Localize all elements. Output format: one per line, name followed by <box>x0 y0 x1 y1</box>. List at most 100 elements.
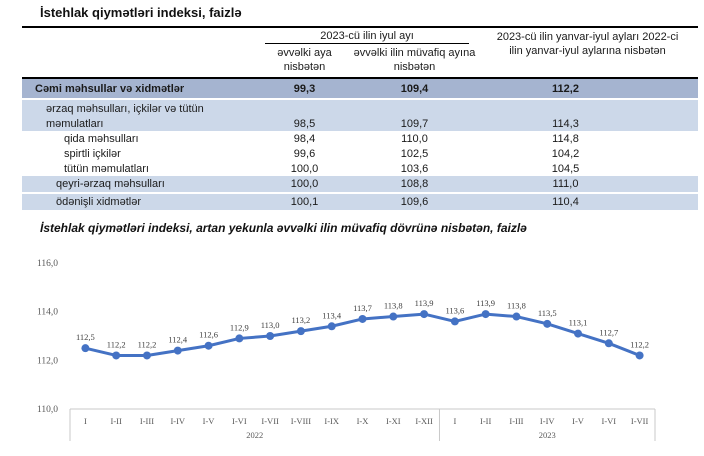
row-value: 109,7 <box>400 118 429 130</box>
row-value: 99,6 <box>293 147 316 160</box>
x-tick-label: I <box>453 416 456 426</box>
data-point-marker <box>266 332 275 340</box>
header-subcolumns: əvvəlki aya nisbətən əvvəlki ilin müvafi… <box>257 44 477 77</box>
row-label: qeyri-ərzaq məhsulları <box>56 178 165 190</box>
data-point-marker <box>420 310 429 319</box>
data-point-label: 113,7 <box>353 303 372 313</box>
price-index-table: 2023-cü ilin iyul ayı əvvəlki aya nisbət… <box>22 26 698 210</box>
data-point-label: 113,8 <box>507 301 526 311</box>
row-value: 104,5 <box>551 162 580 175</box>
data-point-marker <box>173 346 182 355</box>
data-point-label: 113,1 <box>569 318 588 328</box>
data-point-marker <box>543 319 552 328</box>
row-value: 110,0 <box>401 132 428 145</box>
y-tick-label: 110,0 <box>37 405 58 415</box>
header-col-jan-july: 2023-cü ilin yanvar-iyul ayları 2022-ci … <box>477 28 698 77</box>
table-row-food-group: ərzaq məhsulları, içkilər və tütün məmul… <box>22 100 698 131</box>
data-point-label: 112,4 <box>168 335 188 345</box>
data-point-marker <box>389 312 398 321</box>
row-value: 98,4 <box>293 132 316 145</box>
x-tick-label: I-IV <box>540 416 555 426</box>
chart-title: İstehlak qiymətləri indeksi, artan yekun… <box>40 221 527 235</box>
cpi-line-chart: 116,0 114,0 112,0 110,0 I I-II I-III I-IV I-V I-V… <box>0 250 704 456</box>
row-value: 102,5 <box>400 147 429 160</box>
data-point-marker <box>112 351 121 360</box>
y-tick-label: 114,0 <box>37 308 58 318</box>
row-value: 111,0 <box>552 178 579 190</box>
data-point-label: 113,9 <box>476 298 495 308</box>
x-tick-label: I-V <box>203 416 216 426</box>
x-tick-label: I-IX <box>324 416 339 426</box>
row-value: 114,3 <box>552 118 579 130</box>
year-label: 2022 <box>246 430 263 440</box>
header-col-prev-month: əvvəlki aya nisbətən <box>277 47 332 73</box>
y-tick-label: 116,0 <box>37 259 58 269</box>
header-col-prev-year-month: əvvəlki ilin müvafiq ayına nisbətən <box>353 47 476 73</box>
data-point-marker <box>358 314 367 323</box>
row-label: qida məhsulları <box>64 132 139 145</box>
row-label: tütün məmulatları <box>64 162 149 175</box>
row-value: 104,2 <box>551 147 580 160</box>
x-tick-label: I <box>84 416 87 426</box>
data-point-label: 112,7 <box>599 327 618 337</box>
row-label: spirtli içkilər <box>64 147 121 160</box>
row-label: ödənişli xidmətlər <box>56 196 141 208</box>
data-point-label: 113,5 <box>538 308 557 318</box>
page-title: İstehlak qiymətləri indeksi, faizlə <box>40 5 242 20</box>
year-label: 2023 <box>539 430 556 440</box>
row-value: 103,6 <box>400 162 429 175</box>
data-point-label: 112,5 <box>76 332 95 342</box>
x-tick-label: I-VIII <box>291 416 311 426</box>
x-tick-label: I-VI <box>601 416 616 426</box>
row-value: 109,4 <box>400 82 429 95</box>
data-point-label: 113,4 <box>322 310 342 320</box>
table-row-tobacco: tütün məmulatları 100,0 103,6 104,5 <box>22 161 698 176</box>
row-value: 108,8 <box>400 178 429 190</box>
data-point-label: 113,8 <box>384 301 403 311</box>
data-point-label: 112,2 <box>630 339 649 349</box>
x-tick-label: I-VI <box>232 416 247 426</box>
x-tick-label: I-VII <box>631 416 649 426</box>
x-tick-label: I-X <box>357 416 369 426</box>
row-value: 114,8 <box>552 132 579 145</box>
data-point-label: 112,9 <box>230 322 249 332</box>
row-label: Cəmi məhsullar və xidmətlər <box>35 82 185 95</box>
row-value: 100,0 <box>290 162 319 175</box>
data-point-marker <box>450 317 459 326</box>
row-value: 98,5 <box>293 118 316 130</box>
row-value: 112,2 <box>552 82 579 95</box>
data-point-label: 113,2 <box>292 315 311 325</box>
x-tick-label: I-II <box>111 416 122 426</box>
header-group-july: 2023-cü ilin iyul ayı əvvəlki aya nisbət… <box>257 28 477 77</box>
data-point-label: 112,2 <box>138 339 157 349</box>
data-point-marker <box>512 312 521 321</box>
row-value: 100,1 <box>290 196 319 208</box>
data-point-marker <box>327 322 336 331</box>
header-group-title: 2023-cü ilin iyul ayı <box>265 28 469 44</box>
row-value: 110,4 <box>552 196 579 208</box>
data-point-label: 113,6 <box>445 305 464 315</box>
header-spacer <box>22 28 257 77</box>
row-value: 99,3 <box>293 82 316 95</box>
data-point-label: 113,9 <box>415 298 434 308</box>
row-value: 100,0 <box>290 178 319 190</box>
data-point-label: 112,2 <box>107 339 126 349</box>
data-point-marker <box>574 329 583 338</box>
table-header: 2023-cü ilin iyul ayı əvvəlki aya nisbət… <box>22 28 698 77</box>
data-point-marker <box>481 310 490 319</box>
x-tick-label: I-III <box>140 416 154 426</box>
x-tick-label: I-XI <box>386 416 401 426</box>
table-row-alcohol: spirtli içkilər 99,6 102,5 104,2 <box>22 146 698 161</box>
row-label: ərzaq məhsulları, içkilər və tütün məmul… <box>46 103 204 130</box>
x-tick-label: I-VII <box>261 416 279 426</box>
row-value: 109,6 <box>400 196 429 208</box>
table-row-services: ödənişli xidmətlər 100,1 109,6 110,4 <box>22 192 698 210</box>
data-point-marker <box>604 339 613 348</box>
data-point-label: 112,6 <box>199 330 218 340</box>
x-tick-label: I-III <box>509 416 523 426</box>
data-point-marker <box>81 344 90 353</box>
data-point-marker <box>204 341 213 350</box>
data-point-marker <box>296 327 305 336</box>
